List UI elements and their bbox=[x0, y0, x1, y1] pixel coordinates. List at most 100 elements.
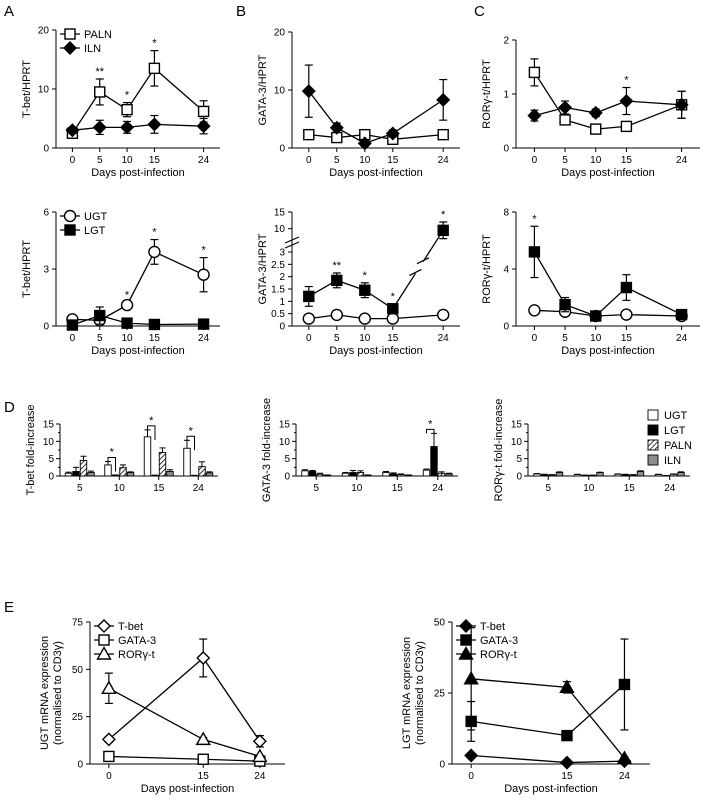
bar-ugt bbox=[573, 474, 582, 477]
data-point bbox=[588, 105, 603, 120]
x-tick-label: 15 bbox=[149, 333, 161, 344]
y-axis-title: T-bet/HPRT bbox=[21, 60, 33, 118]
x-tick-label: 24 bbox=[438, 155, 450, 166]
x-tick-label: 24 bbox=[193, 483, 205, 494]
data-point bbox=[65, 123, 80, 138]
x-tick-label: 24 bbox=[664, 483, 676, 494]
x-tick-label: 0 bbox=[106, 771, 112, 782]
x-tick-label: 10 bbox=[590, 333, 602, 344]
data-point bbox=[330, 308, 343, 322]
x-axis-title: Days post-infection bbox=[91, 345, 185, 357]
y-axis-title: UGT mRNA expression bbox=[39, 636, 51, 750]
x-tick-label: 24 bbox=[676, 333, 688, 344]
y-axis-title: RORγ-t/HPRT bbox=[481, 59, 493, 129]
y-tick-label: 0 bbox=[48, 472, 54, 483]
bar-paln bbox=[79, 459, 88, 477]
data-point bbox=[385, 126, 400, 141]
legend-label: ILN bbox=[664, 455, 681, 467]
legend-label: RORγ-t bbox=[118, 649, 155, 661]
bar-lgt bbox=[72, 471, 80, 477]
panel-letter-e: E bbox=[4, 599, 14, 616]
x-tick-label: 5 bbox=[97, 155, 103, 166]
axis-break-mark bbox=[284, 236, 300, 244]
y-axis-title: T-bet/HPRT bbox=[21, 240, 33, 298]
series-iln bbox=[301, 64, 451, 151]
x-tick-label: 0 bbox=[532, 333, 538, 344]
panel-letter-c: C bbox=[474, 3, 485, 20]
bar-paln bbox=[158, 451, 167, 477]
bar-paln bbox=[629, 474, 637, 477]
x-axis-title: Days post-infection bbox=[329, 167, 423, 179]
data-point bbox=[148, 318, 161, 331]
y-axis-title: RORγ-t fold-increase bbox=[493, 399, 505, 502]
x-axis-title: Days post-infection bbox=[561, 167, 655, 179]
x-tick-label: 0 bbox=[70, 155, 76, 166]
legend-label: PALN bbox=[84, 29, 112, 41]
data-point bbox=[675, 308, 688, 321]
series-line bbox=[392, 273, 417, 310]
y-tick-label: 20 bbox=[274, 28, 286, 39]
series-line bbox=[533, 251, 682, 317]
data-point bbox=[528, 66, 541, 79]
panel-letter-d: D bbox=[4, 399, 15, 416]
y-tick-label: 10 bbox=[274, 86, 286, 97]
series-line bbox=[108, 687, 261, 758]
x-tick-label: 24 bbox=[676, 155, 688, 166]
x-tick-label: 5 bbox=[334, 155, 340, 166]
data-point bbox=[387, 303, 399, 315]
significance-bracket bbox=[426, 428, 435, 444]
bar-iln bbox=[87, 472, 95, 477]
bar-ugt bbox=[64, 472, 73, 477]
significance-bracket bbox=[147, 425, 156, 440]
y-tick-label: 3 bbox=[43, 265, 49, 276]
series-line bbox=[308, 90, 444, 145]
series-ror-t bbox=[101, 672, 268, 763]
significance-mark: * bbox=[201, 245, 206, 257]
x-tick-label: 24 bbox=[198, 333, 210, 344]
x-tick-label: 0 bbox=[306, 155, 312, 166]
x-tick-label: 5 bbox=[77, 483, 83, 494]
significance-mark: * bbox=[391, 291, 396, 303]
chart-e1: 0 25 50 75 0 15 24 Days post-infection UGT mRNA … bbox=[39, 618, 285, 795]
y-tick-label: 25 bbox=[434, 689, 446, 700]
x-tick-label: 5 bbox=[334, 333, 340, 344]
significance-mark: ** bbox=[95, 66, 104, 78]
x-tick-label: 10 bbox=[114, 483, 126, 494]
y-tick-label: 0 bbox=[516, 472, 522, 483]
data-point bbox=[358, 312, 371, 325]
series-line bbox=[471, 683, 625, 737]
x-tick-label: 15 bbox=[392, 483, 404, 494]
bar-paln bbox=[316, 473, 324, 477]
bar-paln bbox=[437, 472, 446, 477]
bar-iln bbox=[126, 472, 135, 477]
x-tick-label: 15 bbox=[621, 333, 633, 344]
bar-iln bbox=[166, 471, 174, 477]
legend-marker bbox=[63, 209, 77, 223]
bar-ugt bbox=[183, 447, 191, 477]
y-tick-label: 20 bbox=[38, 26, 50, 37]
x-tick-label: 15 bbox=[561, 771, 573, 782]
y-tick-label: 4 bbox=[503, 265, 509, 276]
x-tick-label: 10 bbox=[583, 483, 595, 494]
legend-label: GATA-3 bbox=[480, 635, 518, 647]
x-tick-label: 5 bbox=[562, 333, 568, 344]
y-tick-label: 15 bbox=[43, 420, 55, 431]
y-axis-title-sub: (normalised to CD3γ) bbox=[52, 641, 64, 745]
data-point bbox=[148, 245, 161, 259]
y-tick-label: 10 bbox=[274, 224, 286, 235]
legend-marker bbox=[458, 646, 474, 660]
significance-mark: * bbox=[152, 38, 157, 50]
chart-a2: 0 3 6 0 5 10 15 24 Days post-infection T-bet/HPRT… bbox=[21, 208, 220, 357]
x-tick-label: 15 bbox=[624, 483, 636, 494]
legend-marker bbox=[63, 41, 77, 55]
bar-iln bbox=[677, 472, 685, 477]
legend-label: LGT bbox=[664, 425, 686, 437]
bar-paln bbox=[669, 473, 678, 477]
x-axis-title: Days post-infection bbox=[329, 345, 423, 357]
data-point bbox=[674, 97, 689, 112]
data-point bbox=[528, 304, 541, 317]
data-point bbox=[148, 62, 161, 75]
legend-marker bbox=[96, 646, 112, 660]
data-point bbox=[303, 290, 315, 303]
x-tick-label: 10 bbox=[359, 155, 371, 166]
